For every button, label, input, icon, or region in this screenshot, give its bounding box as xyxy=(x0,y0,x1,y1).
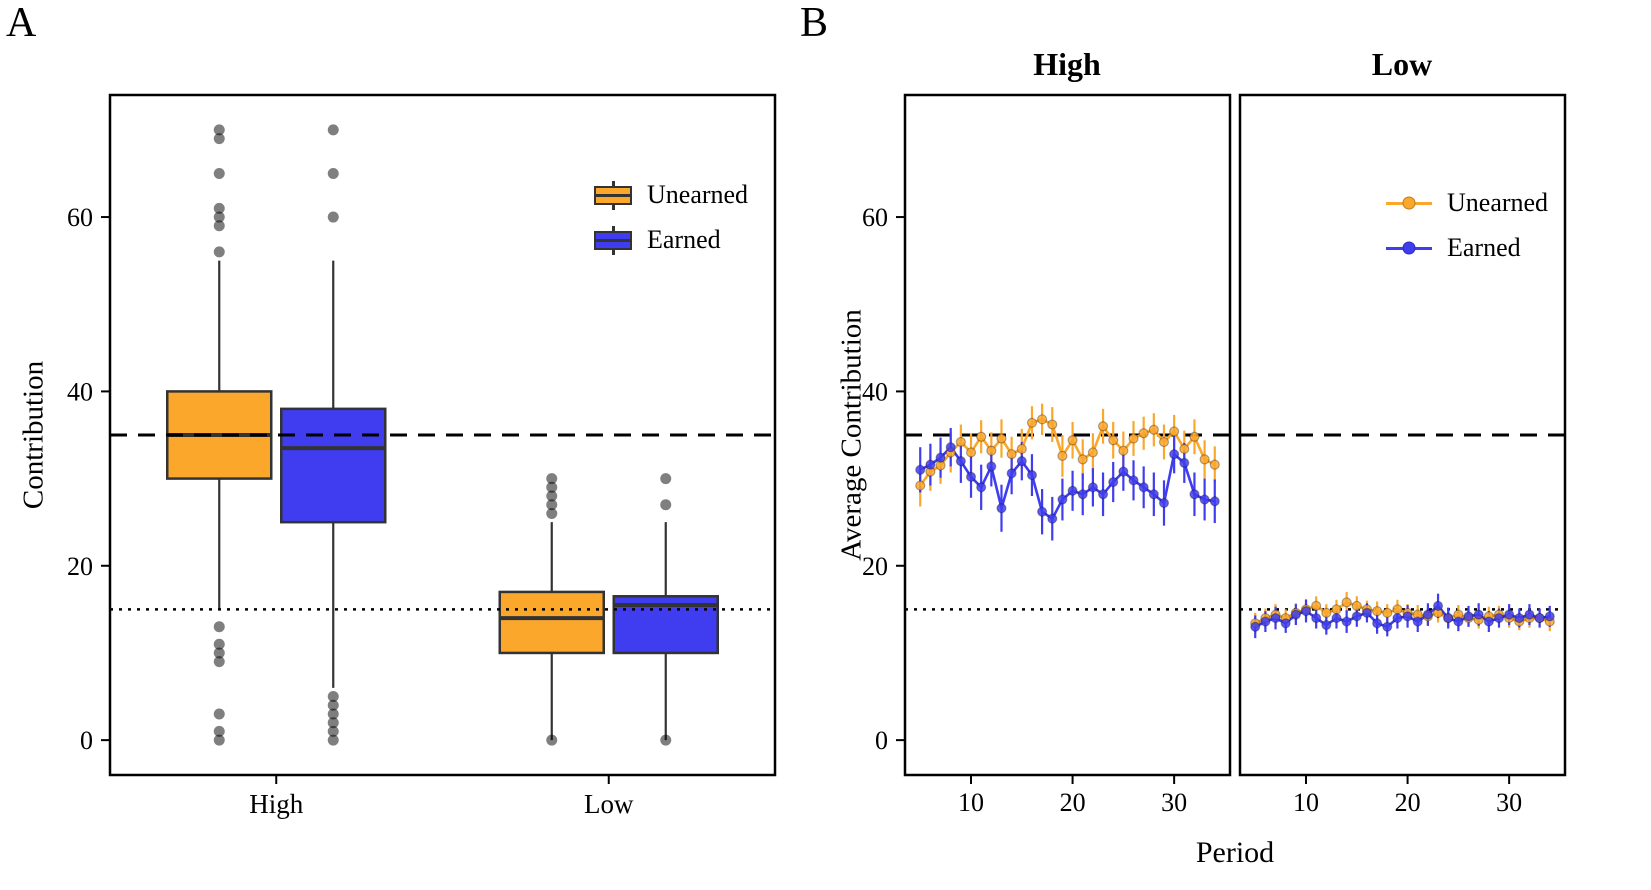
line-chart: 10 20 30 10 20 30 0 20 40 60 xyxy=(862,93,1567,817)
facet-title-high: High xyxy=(1033,46,1101,82)
earned-boxplot-key-icon xyxy=(594,225,632,255)
svg-text:20: 20 xyxy=(1395,788,1421,817)
legend-item-unearned: Unearned xyxy=(594,180,748,210)
panel-b-x-axis-title: Period xyxy=(1195,836,1275,869)
key-point xyxy=(1402,196,1416,210)
key-whisker-top xyxy=(611,180,615,186)
earned-line-key-icon xyxy=(1386,239,1432,257)
panel-a-legend: Unearned Earned xyxy=(594,180,748,255)
boxplot-chart: 0 20 40 60 High Low xyxy=(67,93,777,819)
panel-a-label: A xyxy=(6,0,37,46)
key-whisker-bottom xyxy=(611,204,615,210)
legend-item-earned: Earned xyxy=(594,225,748,255)
legend-label-unearned: Unearned xyxy=(647,180,749,209)
svg-text:0: 0 xyxy=(80,726,93,755)
svg-text:High: High xyxy=(249,789,304,819)
svg-text:60: 60 xyxy=(67,203,93,232)
svg-text:40: 40 xyxy=(862,377,888,406)
legend-item-unearned: Unearned xyxy=(1386,188,1548,218)
panel-b-label: B xyxy=(800,0,829,46)
legend-label-unearned: Unearned xyxy=(1447,188,1549,217)
key-median-line xyxy=(596,238,630,242)
svg-text:30: 30 xyxy=(1161,788,1187,817)
svg-text:0: 0 xyxy=(875,726,888,755)
facet-title-low: Low xyxy=(1371,46,1433,82)
key-median-line xyxy=(596,193,630,197)
key-box xyxy=(594,185,632,205)
unearned-boxplot-key-icon xyxy=(594,180,632,210)
svg-text:40: 40 xyxy=(67,377,93,406)
key-whisker-top xyxy=(611,225,615,231)
svg-text:60: 60 xyxy=(862,203,888,232)
key-whisker-bottom xyxy=(611,249,615,255)
unearned-line-key-icon xyxy=(1386,194,1432,212)
svg-text:20: 20 xyxy=(862,552,888,581)
key-box xyxy=(594,230,632,250)
key-point xyxy=(1402,241,1416,255)
svg-text:20: 20 xyxy=(1060,788,1086,817)
svg-text:20: 20 xyxy=(67,552,93,581)
legend-label-earned: Earned xyxy=(647,225,721,254)
legend-item-earned: Earned xyxy=(1386,233,1548,263)
svg-text:Low: Low xyxy=(584,789,634,819)
svg-text:10: 10 xyxy=(1293,788,1319,817)
svg-text:10: 10 xyxy=(958,788,984,817)
legend-label-earned: Earned xyxy=(1447,233,1521,262)
svg-text:30: 30 xyxy=(1496,788,1522,817)
panel-b-legend: Unearned Earned xyxy=(1386,188,1548,263)
